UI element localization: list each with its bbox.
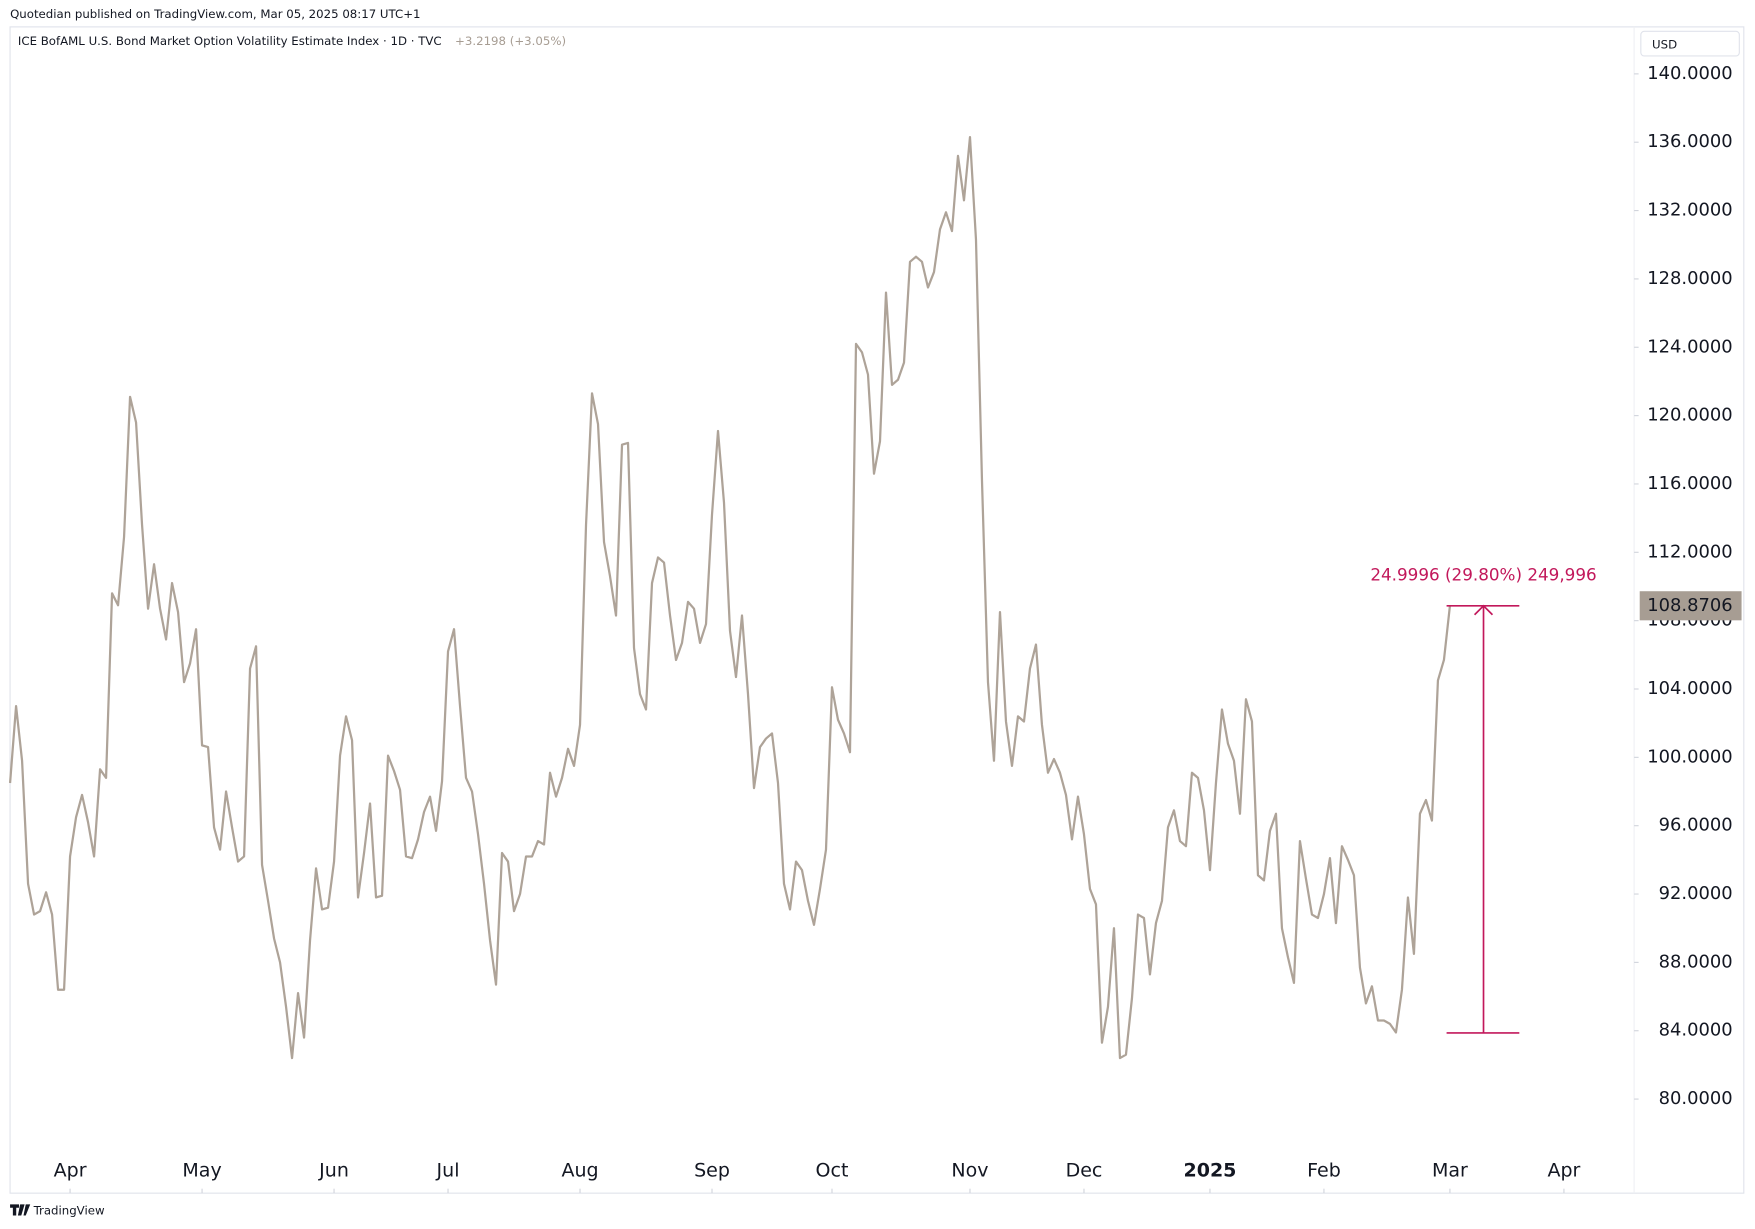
price-label-box [1639,591,1742,621]
x-tick-label: May [182,1159,221,1181]
publisher: Quotedian published on TradingView.com, … [10,7,420,21]
y-tick-label: 96.0000 [1659,815,1733,836]
chart-title: ICE BofAML U.S. Bond Market Option Volat… [18,34,442,48]
currency[interactable]: USD [1652,37,1677,51]
frame [9,26,1745,1194]
measure-label: 24.9996 (29.80%) 249,996 [1370,565,1596,585]
x-tick-label: Jul [436,1159,460,1181]
price-label: 108.8706 [1647,595,1732,616]
price-line [8,135,1452,1060]
y-tick-label: 104.0000 [1647,678,1732,699]
y-tick-label: 112.0000 [1647,541,1732,562]
y-tick-label: 92.0000 [1659,883,1733,904]
x-tick-label: Nov [951,1159,988,1181]
y-tick-label: 120.0000 [1647,405,1732,426]
y-tick-label: 132.0000 [1647,200,1732,221]
x-tick-label: Feb [1307,1159,1341,1181]
header-change: +3.2198 (+3.05%) [455,34,566,48]
y-tick-label: 84.0000 [1659,1020,1733,1041]
x-tick-label: Apr [54,1159,87,1181]
x-tick-label: Oct [816,1159,849,1181]
y-tick-label: 80.0000 [1659,1088,1733,1109]
x-tick-label: Dec [1066,1159,1103,1181]
y-tick-label: 88.0000 [1659,951,1733,972]
y-tick-label: 100.0000 [1647,746,1732,767]
y-tick-label: 140.0000 [1647,63,1732,84]
y-tick-label: 124.0000 [1647,336,1732,357]
footer: TradingView [33,1204,105,1218]
x-tick-label: Apr [1547,1159,1580,1181]
y-tick-label: 136.0000 [1647,131,1732,152]
currency-box[interactable] [1640,30,1740,57]
x-tick-label: 2025 [1183,1159,1236,1181]
y-tick-label: 116.0000 [1647,473,1732,494]
y-tick-label: 128.0000 [1647,268,1732,289]
x-tick-label: Mar [1432,1159,1468,1181]
x-tick-label: Sep [694,1159,730,1181]
measure-arrowhead [1473,604,1494,616]
x-tick-label: Aug [561,1159,598,1181]
x-tick-label: Jun [318,1159,349,1181]
